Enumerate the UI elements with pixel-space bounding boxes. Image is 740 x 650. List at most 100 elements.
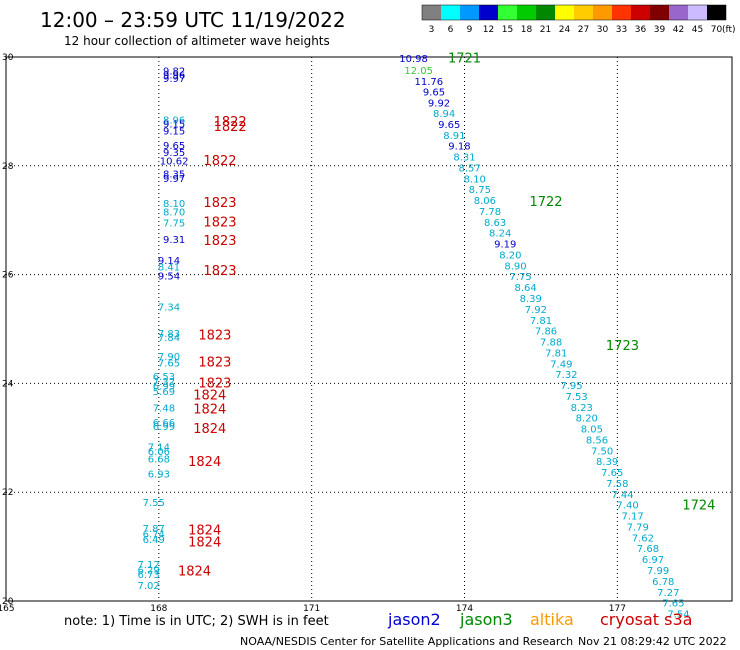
color-scale-swatch xyxy=(422,5,441,20)
pass-time-label: 1724 xyxy=(682,499,715,514)
latitude-tick-label: 28 xyxy=(2,162,14,172)
wave-height-value: 8.10 xyxy=(464,174,486,185)
wave-height-value: 8.39 xyxy=(520,294,542,305)
satellite-legend: jason2 jason3 altika cryosat s3a xyxy=(387,610,692,629)
color-scale-swatch xyxy=(555,5,574,20)
wave-height-value: 7.83 xyxy=(158,329,180,340)
wave-height-value: 9.97 xyxy=(163,74,185,85)
wave-height-value: 9.65 xyxy=(163,141,185,152)
pass-time-label: 1824 xyxy=(188,455,221,470)
color-scale-label: 27 xyxy=(578,25,589,35)
wave-height-value: 9.35 xyxy=(163,148,185,159)
longitude-tick-labels: 165 168 171 174 177 xyxy=(0,604,626,614)
color-scale-swatch xyxy=(498,5,517,20)
wave-height-value: 7.79 xyxy=(627,522,649,533)
wave-height-value: 6.53 xyxy=(153,372,175,383)
longitude-tick-label: 171 xyxy=(303,604,320,614)
pass-time-label: 1823 xyxy=(203,264,236,279)
pass-time-label: 1722 xyxy=(529,195,562,210)
wave-height-value: 6.99 xyxy=(153,422,175,433)
color-scale-label: 18 xyxy=(521,25,533,35)
pass-time-label: 1824 xyxy=(188,536,221,551)
wave-height-value: 7.32 xyxy=(153,377,175,388)
wave-height-value: 8.20 xyxy=(499,250,521,261)
color-scale-label: 15 xyxy=(502,25,513,35)
wave-height-value: 6.93 xyxy=(148,470,170,481)
color-scale-unit: (ft) xyxy=(722,25,736,35)
wave-height-value: 9.92 xyxy=(428,99,450,110)
wave-height-value: 9.65 xyxy=(423,87,445,98)
wave-height-value: 7.86 xyxy=(535,327,557,338)
wave-height-value: 7.68 xyxy=(637,544,659,555)
wave-height-value: 9.96 xyxy=(163,70,185,81)
wave-height-value: 8.94 xyxy=(433,109,455,120)
wave-height-value: 7.75 xyxy=(163,218,185,229)
wave-height-value: 7.62 xyxy=(632,533,654,544)
wave-height-value: 7.95 xyxy=(560,381,582,392)
wave-height-value: 8.20 xyxy=(576,414,598,425)
wave-height-value: 8.24 xyxy=(489,229,511,240)
color-scale-swatch xyxy=(536,5,555,20)
wave-height-value: 9.18 xyxy=(448,142,470,153)
wave-height-value: 6.29 xyxy=(138,565,160,576)
wave-height-value: 7.58 xyxy=(606,479,628,490)
wave-height-value: 7.81 xyxy=(545,348,567,359)
wave-height-value: 7.90 xyxy=(158,352,180,363)
color-scale-label: 3 xyxy=(429,25,435,35)
color-scale-swatch xyxy=(574,5,593,20)
color-scale-legend: 3 6 9 12 15 18 21 24 27 30 33 36 39 42 45 70 (ft) xyxy=(421,4,736,35)
longitude-tick-label: 177 xyxy=(609,604,626,614)
wave-height-value: 11.76 xyxy=(415,77,444,88)
color-scale-label: 21 xyxy=(540,25,551,35)
wave-height-value: 7.81 xyxy=(530,316,552,327)
wave-height-value: 8.63 xyxy=(484,218,506,229)
wave-height-value: 7.02 xyxy=(138,581,160,592)
longitude-tick-label: 174 xyxy=(456,604,473,614)
legend-item-altika: altika xyxy=(530,610,574,629)
wave-height-value: 7.65 xyxy=(662,599,684,610)
color-scale-label: 6 xyxy=(448,25,454,35)
wave-height-value: 9.97 xyxy=(163,174,185,185)
color-scale-label: 24 xyxy=(559,25,571,35)
pass-time-label: 1824 xyxy=(193,402,226,417)
longitude-tick-label: 165 xyxy=(0,604,15,614)
wave-height-value: 7.27 xyxy=(657,588,679,599)
wave-height-value: 8.75 xyxy=(469,185,491,196)
wave-height-value: 8.10 xyxy=(163,199,185,210)
color-scale-label: 12 xyxy=(483,25,494,35)
wave-height-value: 7.40 xyxy=(616,501,638,512)
color-scale-swatch xyxy=(612,5,631,20)
color-scale-swatch xyxy=(479,5,498,20)
wave-height-value: 6.74 xyxy=(143,530,165,541)
wave-height-value: 9.31 xyxy=(163,235,185,246)
pass-time-label: 1822 xyxy=(203,154,236,169)
color-scale-label: 9 xyxy=(467,25,473,35)
pass-time-label: 1822 xyxy=(214,115,247,130)
color-scale-swatch xyxy=(460,5,479,20)
wave-height-value: 7.17 xyxy=(622,512,644,523)
wave-height-value: 7.49 xyxy=(550,359,572,370)
wave-height-value: 10.62 xyxy=(160,156,189,167)
wave-height-value: 6.66 xyxy=(153,418,175,429)
wave-height-value: 8.35 xyxy=(163,169,185,180)
pass-time-label: 1823 xyxy=(198,328,231,343)
wave-height-value: 8.05 xyxy=(581,425,603,436)
legend-item-jason2: jason2 xyxy=(387,610,441,629)
wave-height-value: 8.64 xyxy=(515,283,537,294)
color-scale-swatch xyxy=(517,5,536,20)
legend-item-cryosat-s3a: cryosat s3a xyxy=(600,610,692,629)
wave-height-value: 8.39 xyxy=(596,457,618,468)
wave-height-value: 8.31 xyxy=(453,153,475,164)
color-scale-swatch xyxy=(441,5,460,20)
map-frame xyxy=(5,56,733,602)
footer-note: note: 1) Time is in UTC; 2) SWH is in fe… xyxy=(64,614,329,629)
latitude-tick-label: 20 xyxy=(2,597,14,607)
wave-height-value: 9.14 xyxy=(158,256,180,267)
wave-height-value: 7.48 xyxy=(153,403,175,414)
wave-height-value: 8.56 xyxy=(586,435,608,446)
pass-time-label: 1824 xyxy=(188,524,221,539)
color-scale-label: 45 xyxy=(692,25,703,35)
page-subtitle: 12 hour collection of altimeter wave hei… xyxy=(64,34,330,48)
